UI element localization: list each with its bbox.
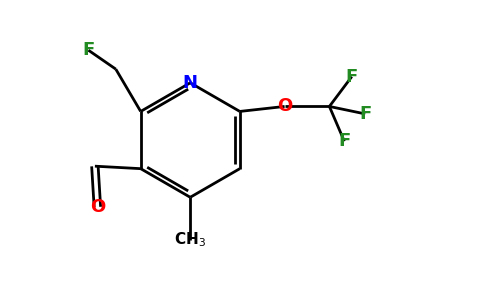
Text: F: F (338, 132, 350, 150)
Text: F: F (82, 41, 94, 59)
Text: O: O (277, 98, 292, 116)
Text: CH$_3$: CH$_3$ (174, 230, 206, 249)
Text: F: F (346, 68, 358, 85)
Text: N: N (183, 74, 198, 92)
Text: O: O (90, 198, 105, 216)
Text: F: F (359, 105, 371, 123)
